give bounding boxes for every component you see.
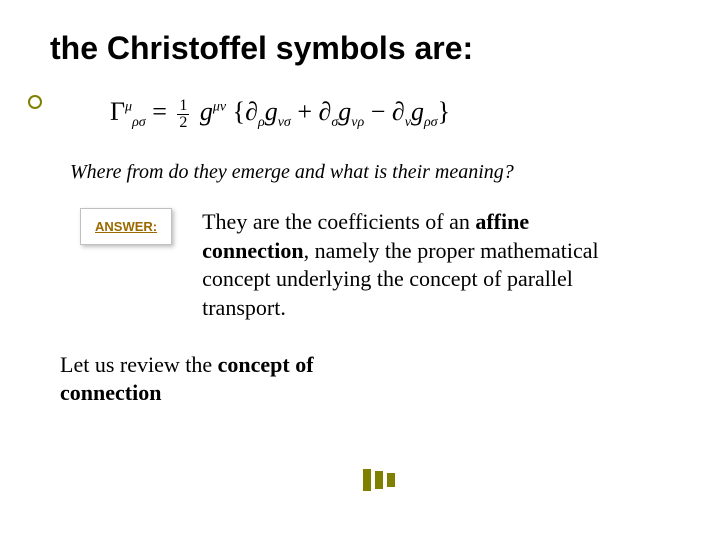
one-half: 12	[177, 98, 189, 131]
gamma-sup: μ	[125, 99, 132, 114]
g2: g	[338, 97, 351, 126]
metric-g: g	[193, 97, 213, 126]
g1-sub: νσ	[278, 115, 291, 130]
brace-close: }	[438, 97, 450, 126]
arrow-bar1	[363, 469, 371, 491]
answer-button[interactable]: ANSWER:	[80, 208, 172, 245]
partial3: ∂	[392, 97, 405, 126]
frac-den: 2	[177, 115, 189, 131]
partial2: ∂	[318, 97, 331, 126]
equals: =	[146, 97, 174, 126]
answer-text: They are the coefficients of an affine c…	[202, 208, 632, 322]
christoffel-formula: Γμρσ = 12 gμν {∂ρgνσ + ∂σgνρ − ∂νgρσ}	[110, 97, 670, 131]
gamma-symbol: Γ	[110, 97, 125, 126]
closing-pre: Let us review the	[60, 352, 218, 377]
gamma-sub: ρσ	[132, 115, 146, 130]
arrow-icon	[363, 469, 399, 491]
bullet-icon	[28, 95, 42, 109]
plus-sign: +	[291, 97, 319, 126]
slide-container: the Christoffel symbols are: Γμρσ = 12 g…	[0, 0, 720, 540]
g3: g	[411, 97, 424, 126]
minus-sign: −	[364, 97, 392, 126]
g2-sub: νρ	[351, 115, 364, 130]
brace-open: {	[226, 97, 245, 126]
arrow-bar2	[375, 471, 383, 489]
partial1: ∂	[245, 97, 258, 126]
g-sup: μν	[213, 99, 226, 114]
partial1-sub: ρ	[258, 115, 265, 130]
slide-title: the Christoffel symbols are:	[50, 30, 670, 67]
g3-sub: ρσ	[424, 115, 438, 130]
answer-pre: They are the coefficients of an	[202, 209, 475, 234]
g1: g	[265, 97, 278, 126]
arrow-bar3	[387, 473, 395, 487]
answer-row: ANSWER: They are the coefficients of an …	[80, 208, 670, 322]
question-text: Where from do they emerge and what is th…	[70, 161, 670, 184]
closing-text: Let us review the concept of connection	[60, 351, 400, 408]
frac-num: 1	[177, 98, 189, 115]
